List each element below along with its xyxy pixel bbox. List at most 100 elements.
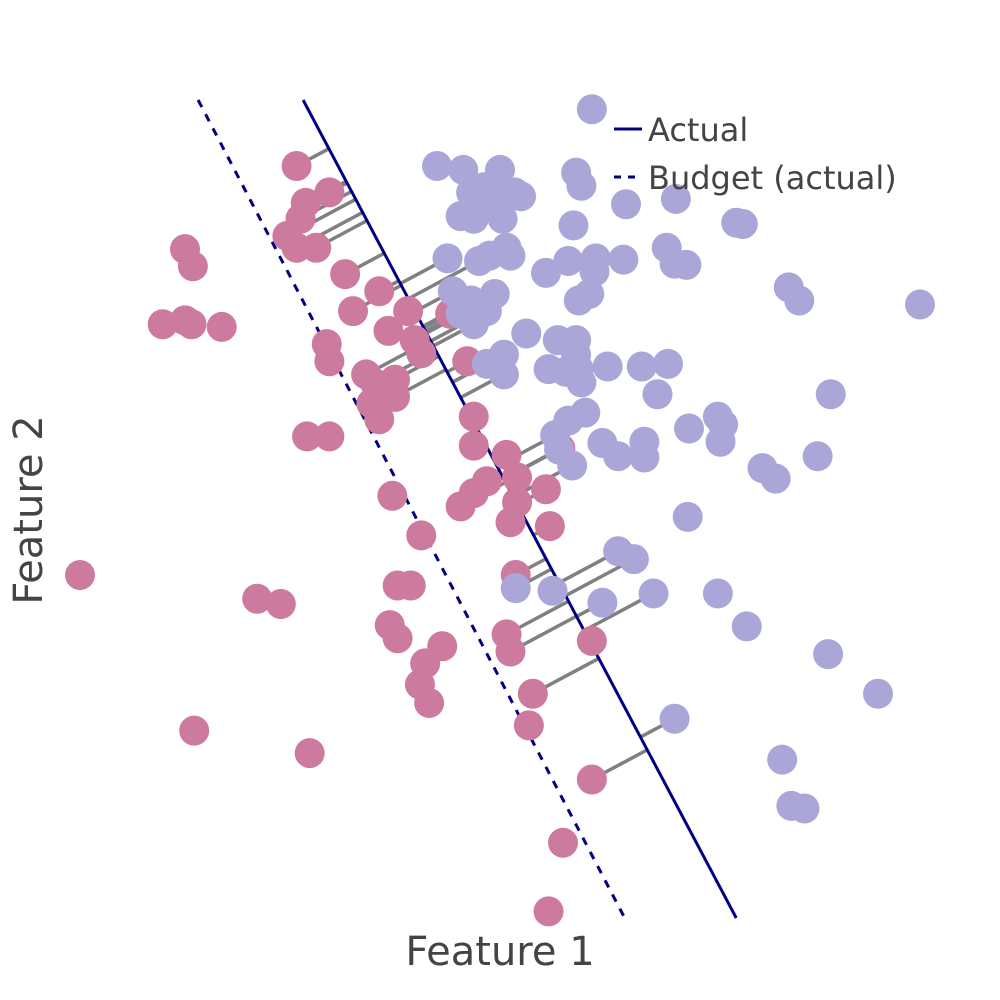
scatter-point-purple xyxy=(731,611,762,642)
scatter-point-purple xyxy=(474,240,505,271)
scatter-point-pink xyxy=(65,559,95,590)
scatter-point-pink xyxy=(314,177,345,208)
scatter-point-pink xyxy=(530,474,561,505)
scatter-point-pink xyxy=(495,636,526,667)
scatter-point-pink xyxy=(373,315,404,346)
scatter-point-pink xyxy=(495,507,526,538)
scatter-point-purple xyxy=(760,463,791,494)
scatter-point-purple xyxy=(638,578,669,609)
scatter-point-purple xyxy=(813,639,844,670)
scatter-point-purple xyxy=(672,501,703,532)
legend: Actual Budget (actual) xyxy=(614,111,897,197)
scatter-point-pink xyxy=(576,764,607,795)
scatter-point-purple xyxy=(603,441,634,472)
scatter-point-pink xyxy=(292,421,323,452)
scatter-point-purple xyxy=(592,351,623,382)
scatter-point-pink xyxy=(265,588,296,619)
scatter-point-purple xyxy=(458,203,489,234)
scatter-point-pink xyxy=(491,439,522,470)
scatter-point-pink xyxy=(364,404,395,435)
scatter-point-purple xyxy=(905,289,935,320)
scatter-point-pink xyxy=(406,338,437,369)
scatter-point-purple xyxy=(608,244,639,275)
legend-label-actual: Actual xyxy=(648,111,748,149)
scatter-point-purple xyxy=(576,94,607,125)
budget-line xyxy=(196,99,627,919)
scatter-point-pink xyxy=(206,311,237,342)
scatter-point-purple xyxy=(671,249,702,280)
scatter-point-purple xyxy=(653,348,683,379)
scatter-point-pink xyxy=(147,309,178,340)
scatter-point-purple xyxy=(432,243,463,274)
scatter-point-purple xyxy=(566,367,597,398)
scatter-point-pink xyxy=(242,583,273,614)
scatter-point-purple xyxy=(530,257,561,288)
scatter-point-pink xyxy=(534,511,565,542)
scatter-point-purple xyxy=(815,379,846,410)
scatter-point-pink xyxy=(301,232,332,263)
scatter-point-purple xyxy=(500,573,531,604)
scatter-point-purple xyxy=(702,578,733,609)
scatter-point-purple xyxy=(422,150,452,181)
scatter-point-pink xyxy=(311,329,342,360)
x-axis-title: Feature 1 xyxy=(405,929,594,975)
scatter-point-purple xyxy=(488,359,519,390)
scatter-point-purple xyxy=(705,426,736,457)
scatter-point-pink xyxy=(458,430,489,461)
scatter-point-pink xyxy=(576,625,607,656)
scatter-point-pink xyxy=(179,715,210,746)
scatter-point-purple xyxy=(660,183,691,214)
scatter-point-pink xyxy=(176,309,207,340)
scatter-point-purple xyxy=(626,351,657,382)
scatter-point-purple xyxy=(553,245,584,276)
scatter-point-purple xyxy=(727,209,758,240)
scatter-point-pink xyxy=(548,827,578,858)
scatter-point-pink xyxy=(395,570,426,601)
y-axis-title: Feature 2 xyxy=(6,415,52,604)
scatter-point-purple xyxy=(537,575,568,606)
scatter-point-pink xyxy=(281,150,312,181)
scatter-point-pink xyxy=(458,401,489,432)
scatter-point-purple xyxy=(485,154,515,185)
scatter-point-purple xyxy=(784,285,815,316)
scatter-point-purple xyxy=(863,678,893,709)
scatter-point-purple xyxy=(574,278,605,309)
scatter-point-purple xyxy=(789,793,820,824)
scatter-point-purple xyxy=(471,296,502,327)
scatter-point-purple xyxy=(487,203,518,234)
scatter-point-pink xyxy=(533,896,564,927)
scatter-point-pink xyxy=(382,623,413,654)
scatter-point-purple xyxy=(506,181,536,212)
scatter-point-purple xyxy=(566,170,597,201)
scatter-point-pink xyxy=(414,687,445,718)
scatter-point-pink xyxy=(380,381,410,412)
scatter-point-purple xyxy=(611,189,641,220)
scatter-point-pink xyxy=(502,462,533,493)
scatter-point-pink xyxy=(338,296,368,327)
scatter-point-pink xyxy=(445,491,476,522)
scatter-point-purple xyxy=(659,703,690,734)
scatter-point-purple xyxy=(579,256,610,287)
scatter-point-pink xyxy=(294,738,325,769)
scatter-point-purple xyxy=(558,210,589,241)
data-points xyxy=(65,94,935,927)
legend-label-budget: Budget (actual) xyxy=(648,159,897,197)
scatter-point-pink xyxy=(393,296,424,327)
scatter-point-pink xyxy=(314,421,345,452)
scatter-point-purple xyxy=(587,587,618,618)
scatter-point-pink xyxy=(377,480,408,511)
scatter-point-purple xyxy=(618,544,649,575)
scatter-point-pink xyxy=(364,276,395,307)
scatter-point-pink xyxy=(177,251,208,282)
scatter-point-purple xyxy=(511,318,542,349)
scatter-point-purple xyxy=(674,413,704,444)
scatter-point-purple xyxy=(629,426,660,457)
scatter-point-purple xyxy=(557,450,588,481)
scatter-point-pink xyxy=(517,678,548,709)
scatter-point-purple xyxy=(642,379,673,410)
scatter-point-pink xyxy=(513,710,544,741)
scatter-point-pink xyxy=(406,520,437,551)
scatter-point-pink xyxy=(330,259,361,290)
scatter-point-purple xyxy=(802,441,833,472)
